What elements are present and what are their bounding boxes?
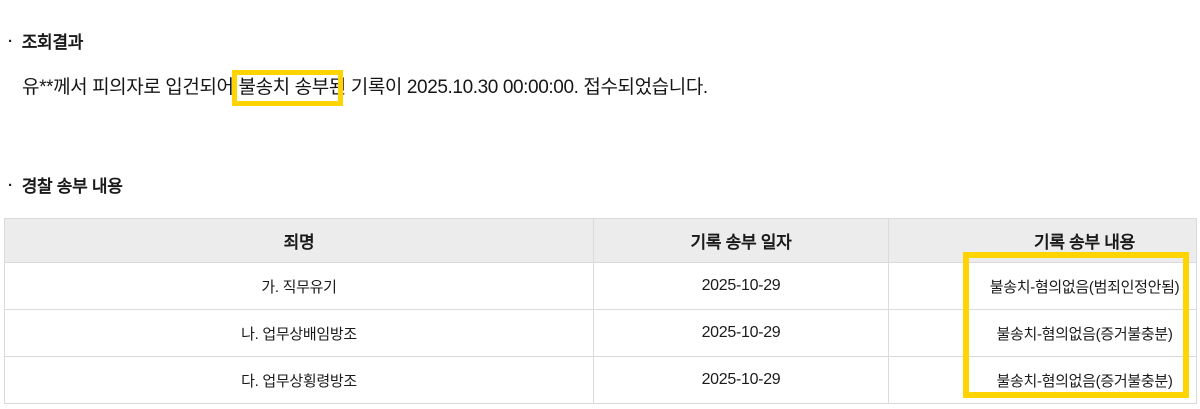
table-row: 다. 업무상횡령방조 2025-10-29 불송치-혐의없음(증거불충분) xyxy=(4,356,1197,404)
send-content-cell: 불송치-혐의없음(증거불충분) xyxy=(888,309,1197,357)
nonsend-highlighted-text: 불송치 송부 xyxy=(238,77,330,98)
header-charge-name: 죄명 xyxy=(4,218,594,263)
table-row: 가. 직무유기 2025-10-29 불송치-혐의없음(범죄인정안됨) xyxy=(4,262,1197,310)
result-section-title: 조회결과 xyxy=(21,33,84,52)
charge-name-cell: 가. 직무유기 xyxy=(4,262,594,310)
result-message: 유**께서 피의자로 입건되어 불송치 송부된 기록이 2025.10.30 0… xyxy=(22,72,708,99)
police-record-table: 죄명 기록 송부 일자 기록 송부 내용 가. 직무유기 2025-10-29 … xyxy=(4,218,1197,404)
header-record-send-date: 기록 송부 일자 xyxy=(593,218,889,263)
charge-name-cell: 다. 업무상횡령방조 xyxy=(4,356,594,404)
send-date-cell: 2025-10-29 xyxy=(593,356,889,404)
send-date-cell: 2025-10-29 xyxy=(593,262,889,310)
table-row: 나. 업무상배임방조 2025-10-29 불송치-혐의없음(증거불충분) xyxy=(4,309,1197,357)
bullet-dot-icon: · xyxy=(8,177,13,194)
police-section-heading: · 경찰 송부 내용 xyxy=(8,172,123,197)
table-header-row: 죄명 기록 송부 일자 기록 송부 내용 xyxy=(4,218,1197,263)
header-record-send-content: 기록 송부 내용 xyxy=(888,218,1197,263)
bullet-dot-icon: · xyxy=(8,33,13,50)
charge-name-cell: 나. 업무상배임방조 xyxy=(4,309,594,357)
result-message-before: 유**께서 피의자로 입건되어 xyxy=(22,77,239,98)
send-content-cell: 불송치-혐의없음(증거불충분) xyxy=(888,356,1197,404)
police-section-title: 경찰 송부 내용 xyxy=(21,177,123,196)
send-content-cell: 불송치-혐의없음(범죄인정안됨) xyxy=(888,262,1197,310)
result-section-heading: · 조회결과 xyxy=(8,28,83,53)
result-message-after: 된 기록이 2025.10.30 00:00:00. 접수되었습니다. xyxy=(328,77,708,98)
send-date-cell: 2025-10-29 xyxy=(593,309,889,357)
